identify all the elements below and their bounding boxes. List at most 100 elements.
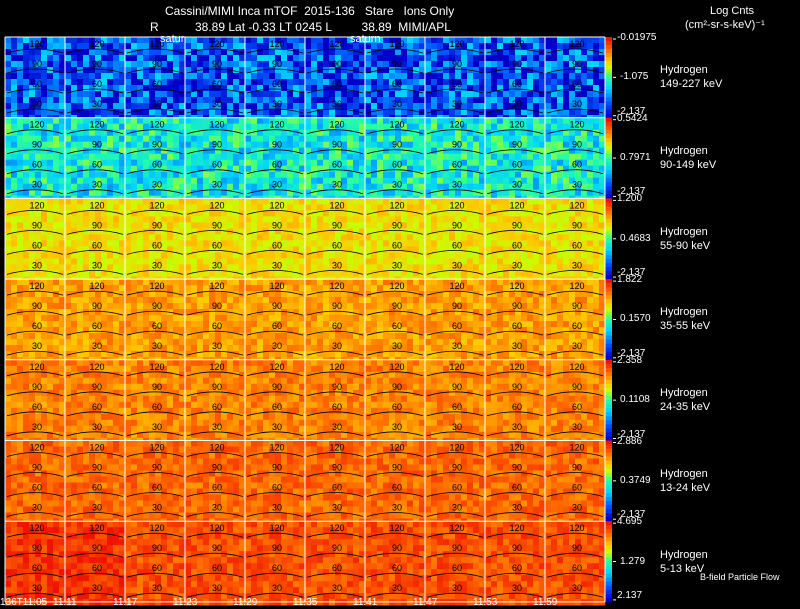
heat-cell [89, 198, 96, 205]
heat-cell [491, 246, 498, 253]
heat-cell [275, 141, 282, 148]
heat-cell [269, 258, 276, 265]
heat-cell [263, 204, 270, 211]
heat-cell [341, 55, 348, 62]
heat-cell [509, 270, 516, 277]
heat-cell [323, 183, 330, 190]
heat-cell [419, 103, 426, 110]
heat-cell [131, 321, 138, 328]
heat-cell [377, 61, 384, 68]
heat-cell [533, 228, 540, 235]
heat-cell [5, 279, 12, 286]
heat-cell [113, 97, 120, 104]
heat-cell [527, 222, 534, 229]
heat-cell [527, 97, 534, 104]
colorbar-segment [605, 166, 612, 171]
heat-cell [413, 97, 420, 104]
heat-cell [485, 135, 492, 142]
heat-cell [479, 246, 486, 253]
heat-cell [125, 183, 132, 190]
heat-cell [359, 43, 366, 50]
heat-cell [119, 345, 126, 352]
heat-cell [41, 85, 48, 92]
heat-cell [71, 228, 78, 235]
heat-cell [71, 165, 78, 172]
heat-cell [545, 258, 552, 265]
heat-cell [53, 345, 60, 352]
heat-cell [227, 85, 234, 92]
heat-cell [473, 141, 480, 148]
heat-cell [203, 103, 210, 110]
angle-label: 30 [212, 260, 222, 270]
heat-cell [35, 85, 42, 92]
heat-cell [533, 258, 540, 265]
heat-cell [41, 270, 48, 277]
heat-cell [353, 49, 360, 56]
heat-cell [599, 240, 606, 247]
angle-label: 120 [329, 200, 344, 210]
heat-cell [491, 85, 498, 92]
angle-label: 120 [89, 200, 104, 210]
heat-cell [317, 135, 324, 142]
heat-cell [251, 189, 258, 196]
heat-cell [275, 246, 282, 253]
heat-cell [305, 258, 312, 265]
heat-cell [497, 73, 504, 80]
heat-cell [107, 222, 114, 229]
heat-cell [143, 49, 150, 56]
heat-cell [503, 85, 510, 92]
heat-cell [77, 129, 84, 136]
heat-cell [311, 183, 318, 190]
heat-cell [485, 240, 492, 247]
heat-cell [161, 67, 168, 74]
heat-cell [413, 49, 420, 56]
heat-cell [155, 333, 162, 340]
heat-cell [293, 222, 300, 229]
heat-cell [365, 91, 372, 98]
heat-cell [419, 264, 426, 271]
heat-cell [473, 222, 480, 229]
heat-cell [221, 79, 228, 86]
heat-cell [263, 246, 270, 253]
heat-cell [119, 147, 126, 154]
heat-cell [377, 153, 384, 160]
heat-cell [557, 37, 564, 44]
angle-curve [186, 88, 244, 94]
heat-cell [71, 97, 78, 104]
heat-cell [467, 165, 474, 172]
heat-cell [563, 79, 570, 86]
heat-cell [389, 91, 396, 98]
angle-label: 30 [152, 341, 162, 351]
heat-cell [173, 153, 180, 160]
angle-label: 120 [89, 281, 104, 291]
heat-cell [263, 189, 270, 196]
heat-cell [347, 97, 354, 104]
heat-cell [269, 129, 276, 136]
heat-cell [305, 198, 312, 205]
heat-cell [245, 189, 252, 196]
angle-label: 120 [149, 281, 164, 291]
angle-label: 120 [149, 200, 164, 210]
heat-cell [299, 153, 306, 160]
heat-cell [179, 73, 186, 80]
heat-cell [221, 109, 228, 116]
heat-cell [329, 270, 336, 277]
heat-cell [5, 315, 12, 322]
heat-cell [125, 210, 132, 217]
heat-cell [47, 321, 54, 328]
heat-cell [89, 129, 96, 136]
heat-cell [5, 85, 12, 92]
heat-cell [281, 73, 288, 80]
heat-cell [329, 79, 336, 86]
heat-cell [245, 153, 252, 160]
heat-cell [71, 177, 78, 184]
heat-cell [305, 246, 312, 253]
heat-cell [167, 216, 174, 223]
heat-cell [587, 141, 594, 148]
heat-cell [425, 234, 432, 241]
heat-cell [503, 123, 510, 130]
heat-cell [215, 67, 222, 74]
heat-cell [599, 141, 606, 148]
heat-cell [191, 153, 198, 160]
heat-cell [179, 135, 186, 142]
